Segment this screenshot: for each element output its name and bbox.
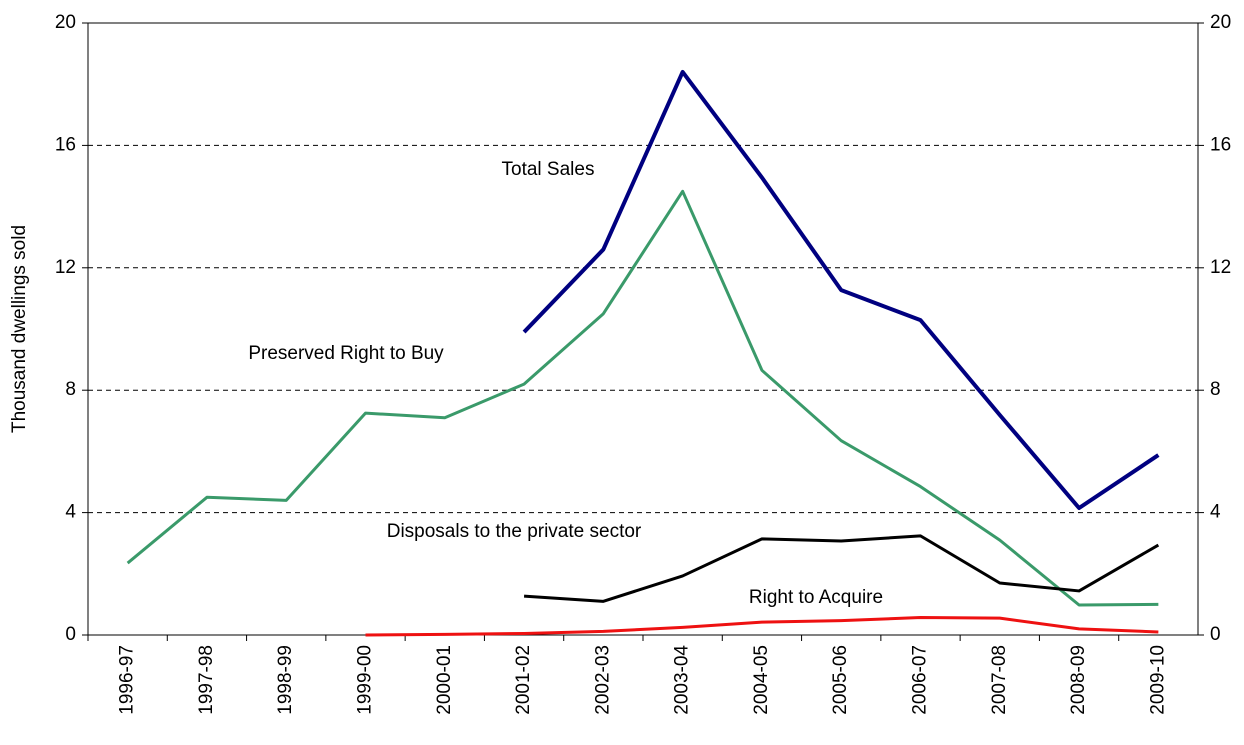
series-line <box>523 534 1160 603</box>
y2-tick-label: 12 <box>1210 257 1231 278</box>
series-line <box>522 69 1160 511</box>
x-tick-label: 2005-06 <box>830 645 851 715</box>
y2-tick-label: 4 <box>1210 502 1221 523</box>
y-tick-label: 20 <box>55 12 76 33</box>
x-tick-label: 1998-99 <box>275 645 296 715</box>
y-tick-label: 16 <box>55 134 76 155</box>
series-line <box>126 189 1159 607</box>
y2-tick-label: 16 <box>1210 134 1231 155</box>
x-tick-label: 2008-09 <box>1068 645 1089 715</box>
x-tick-label: 2009-10 <box>1147 645 1168 715</box>
y-axis-label: Thousand dwellings sold <box>9 225 30 433</box>
x-tick-label: 1997-98 <box>196 645 217 715</box>
series-label: Disposals to the private sector <box>387 521 642 542</box>
y2-tick-label: 20 <box>1210 12 1231 33</box>
y-tick-label: 4 <box>65 502 76 523</box>
x-tick-label: 2001-02 <box>513 645 534 715</box>
y2-tick-label: 8 <box>1210 379 1221 400</box>
series-label: Right to Acquire <box>749 587 883 608</box>
x-tick-label: 2002-03 <box>592 645 613 715</box>
series-label: Total Sales <box>502 159 595 180</box>
series-line <box>365 616 1159 637</box>
x-tick-label: 1999-00 <box>355 645 376 715</box>
x-tick-label: 2007-08 <box>989 645 1010 715</box>
x-tick-label: 2006-07 <box>910 645 931 715</box>
y-tick-label: 0 <box>65 624 76 645</box>
series-label: Preserved Right to Buy <box>248 343 444 364</box>
x-tick-label: 2004-05 <box>751 645 772 715</box>
x-tick-label: 1996-97 <box>117 645 138 715</box>
y-tick-label: 8 <box>65 379 76 400</box>
plot-frame <box>87 22 1199 636</box>
y-tick-label: 12 <box>55 257 76 278</box>
x-tick-label: 2003-04 <box>672 645 693 715</box>
x-tick-label: 2000-01 <box>434 645 455 715</box>
y2-tick-label: 0 <box>1210 624 1221 645</box>
